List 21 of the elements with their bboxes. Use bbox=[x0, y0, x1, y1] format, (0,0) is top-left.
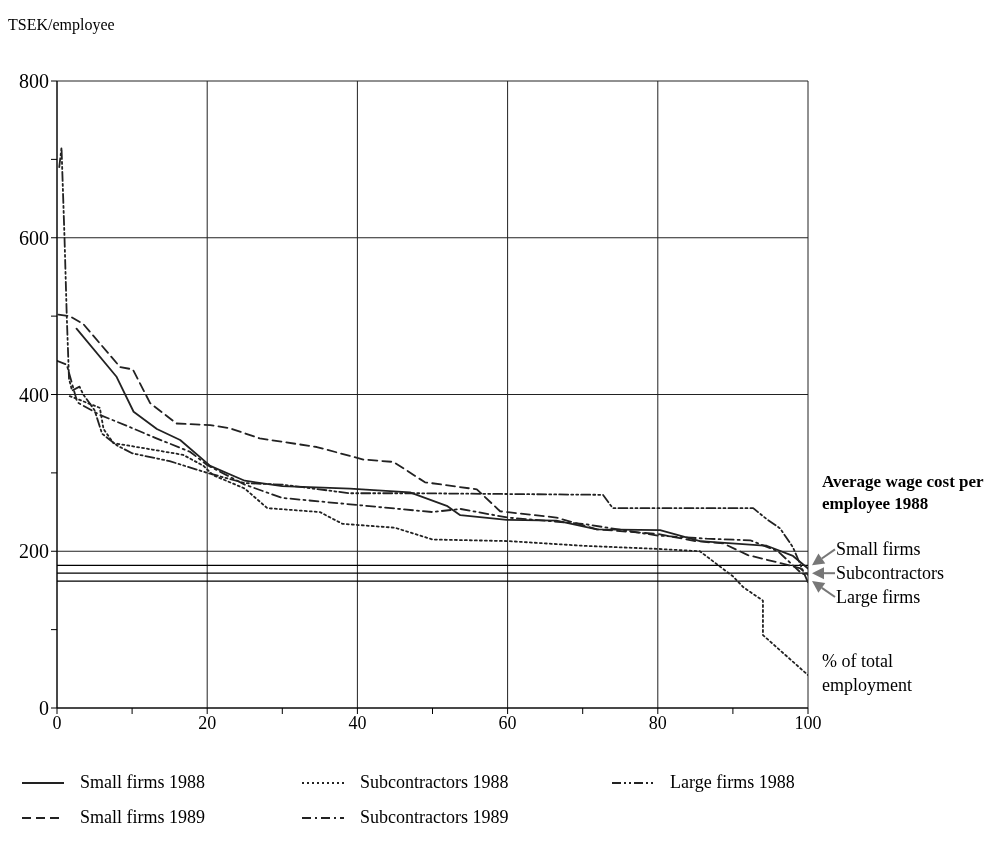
y-tick-label: 400 bbox=[19, 383, 49, 406]
text: Average wage cost per employee 1988 bbox=[822, 470, 985, 515]
ref-line-label: Subcontractors bbox=[836, 562, 944, 586]
x-tick-label: 80 bbox=[648, 712, 667, 733]
ref-line-label: Large firms bbox=[836, 586, 921, 610]
y-axis-title: TSEK/employee bbox=[8, 16, 115, 34]
x-axis-title: % of total employment bbox=[822, 650, 913, 698]
legend-label: Subcontractors 1989 bbox=[360, 807, 509, 828]
x-tick-label: 20 bbox=[198, 712, 217, 733]
x-tick-label: 0 bbox=[52, 712, 62, 733]
y-tick-label: 600 bbox=[19, 226, 49, 249]
y-tick-label: 200 bbox=[19, 540, 49, 563]
legend-label: Small firms 1989 bbox=[80, 807, 205, 828]
x-tick-label: 100 bbox=[794, 712, 822, 733]
legend-label: Small firms 1988 bbox=[80, 772, 205, 793]
x-tick-label: 40 bbox=[348, 712, 367, 733]
ref-line-label: Small firms bbox=[836, 538, 921, 562]
legend-label: Large firms 1988 bbox=[670, 772, 795, 793]
legend-label: Subcontractors 1988 bbox=[360, 772, 509, 793]
x-tick-label: 60 bbox=[498, 712, 517, 733]
y-tick-label: 800 bbox=[19, 70, 49, 93]
